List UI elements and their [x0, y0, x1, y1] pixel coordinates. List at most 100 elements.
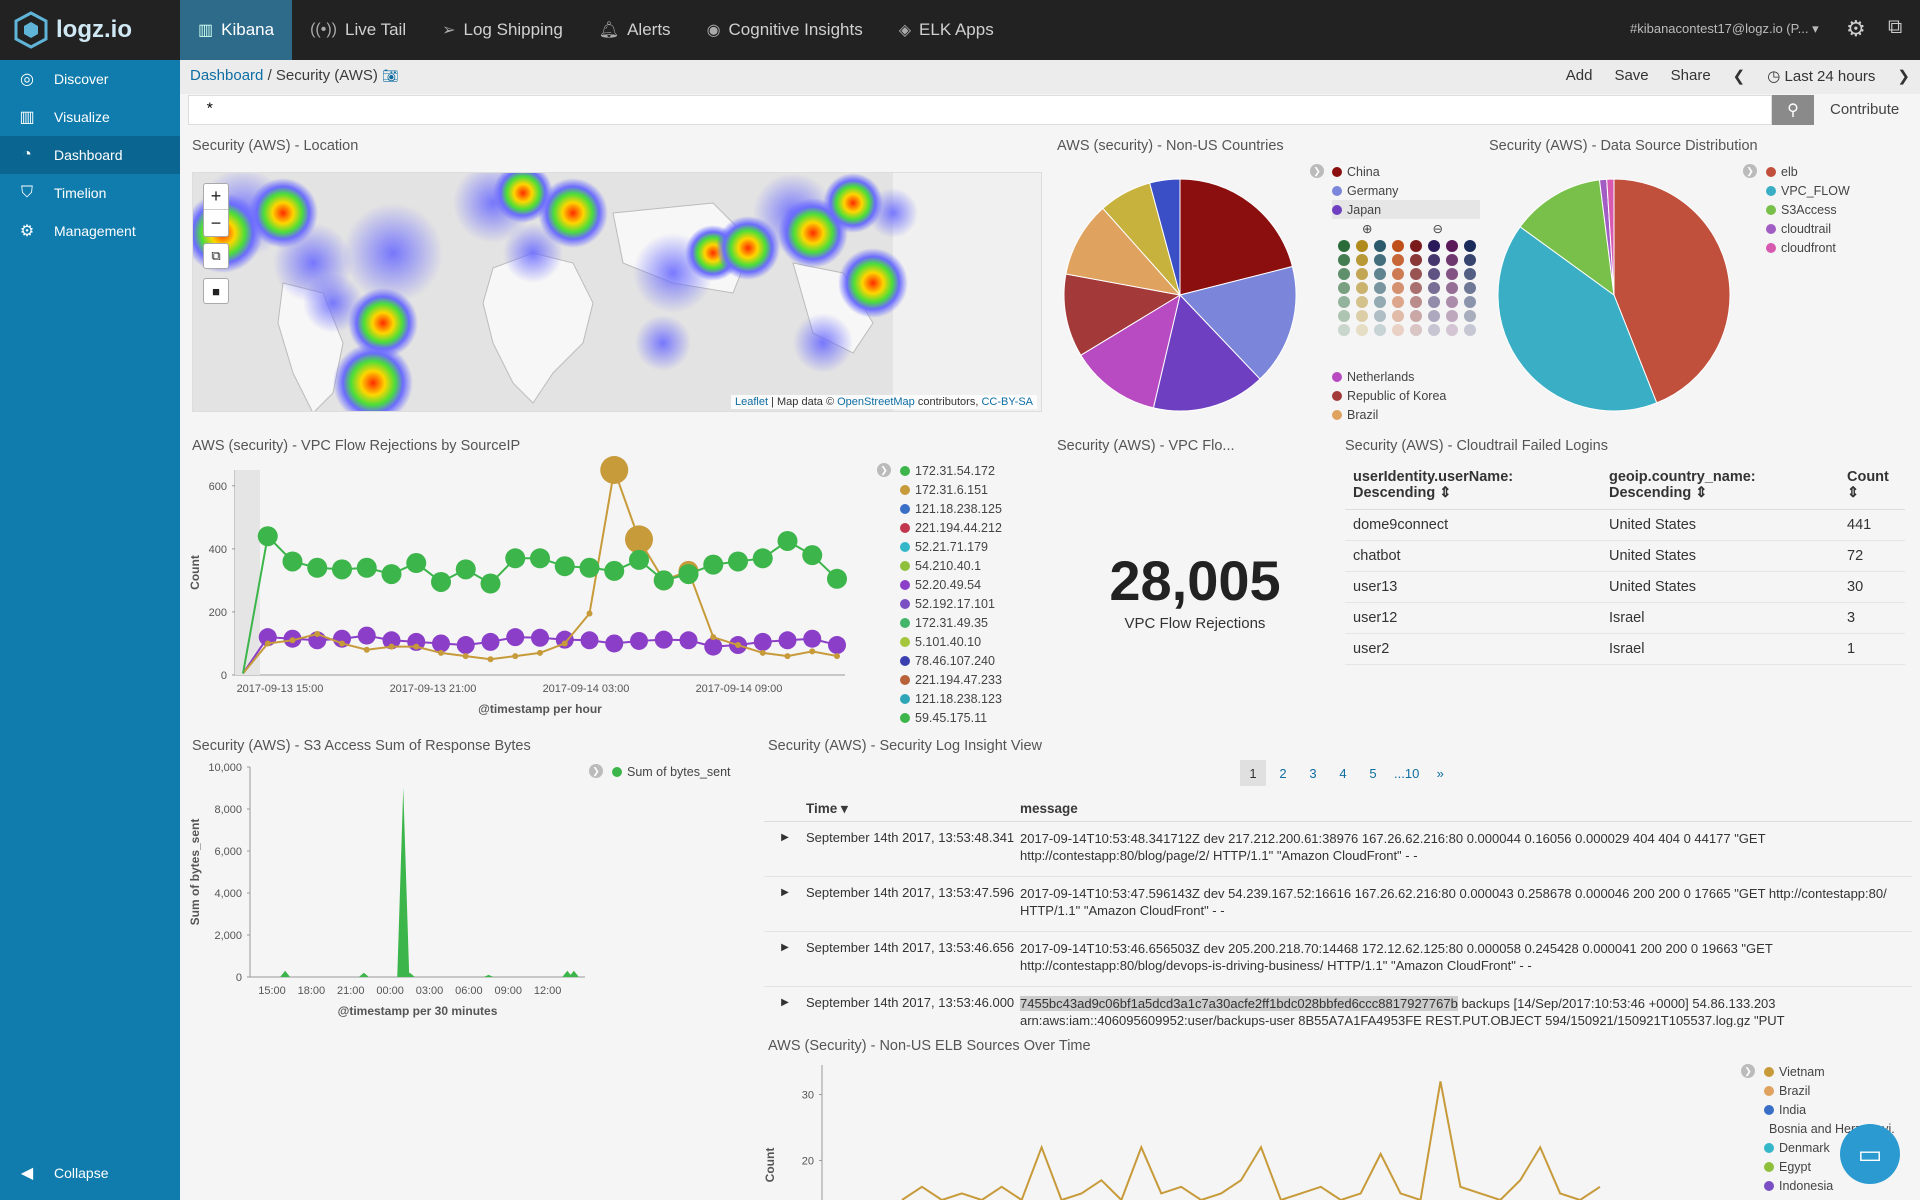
save-button[interactable]: Save [1614, 67, 1649, 84]
expand-caret-icon[interactable]: ▶ [781, 997, 789, 1008]
legend-item[interactable]: Japan [1332, 200, 1480, 219]
sidebar-collapse[interactable]: ◀ Collapse [0, 1154, 180, 1192]
legend-item[interactable]: 59.45.175.11 [900, 708, 1002, 727]
breadcrumb-dashboard-link[interactable]: Dashboard [190, 67, 264, 84]
legend-item[interactable]: 121.18.238.123 [900, 689, 1002, 708]
column-header-time[interactable]: Time ▾ [806, 801, 1020, 817]
search-button[interactable]: ⚲ [1772, 95, 1814, 125]
camera-icon[interactable]: 📷︎ [382, 68, 399, 83]
color-swatch[interactable] [1356, 310, 1368, 322]
color-swatch[interactable] [1410, 324, 1422, 336]
legend-toggle-icon[interactable]: ❯ [877, 463, 891, 477]
sidebar-item-management[interactable]: ⚙ Management [0, 212, 180, 250]
time-picker[interactable]: ◷ Last 24 hours [1767, 67, 1875, 85]
log-row[interactable]: ▶ September 14th 2017, 13:53:46.656 2017… [764, 932, 1912, 987]
log-row[interactable]: ▶ September 14th 2017, 13:53:48.341 2017… [764, 822, 1912, 877]
legend-item[interactable]: 172.31.6.151 [900, 480, 1002, 499]
color-swatch[interactable] [1338, 240, 1350, 252]
column-header-username[interactable]: userIdentity.userName: Descending ⇕ [1345, 465, 1601, 510]
legend-toggle-icon[interactable]: ❯ [1743, 164, 1757, 178]
legend-item[interactable]: 52.192.17.101 [900, 594, 1002, 613]
color-swatch[interactable] [1338, 324, 1350, 336]
color-swatch[interactable] [1428, 296, 1440, 308]
logzio-logo[interactable]: logz.io [14, 10, 179, 50]
legend-item[interactable]: 52.20.49.54 [900, 575, 1002, 594]
color-swatch[interactable] [1338, 254, 1350, 266]
page-3[interactable]: 3 [1309, 765, 1317, 781]
crop-icon[interactable]: ⧉ [203, 243, 229, 269]
color-swatch[interactable] [1464, 268, 1476, 280]
legend-item[interactable]: 172.31.49.35 [900, 613, 1002, 632]
color-swatch[interactable] [1356, 254, 1368, 266]
color-swatch[interactable] [1374, 296, 1386, 308]
color-swatch[interactable] [1446, 324, 1458, 336]
legend-toggle-icon[interactable]: ❯ [1741, 1064, 1755, 1078]
legend-item[interactable]: Germany [1332, 181, 1480, 200]
column-header-country[interactable]: geoip.country_name: Descending ⇕ [1601, 465, 1839, 510]
color-swatch[interactable] [1428, 310, 1440, 322]
expand-caret-icon[interactable]: ▶ [781, 832, 789, 843]
color-swatch[interactable] [1464, 254, 1476, 266]
zoom-out-icon[interactable]: ⊖ [1432, 222, 1443, 236]
license-link[interactable]: CC-BY-SA [981, 396, 1033, 408]
legend-item[interactable]: 121.18.238.125 [900, 499, 1002, 518]
page-4[interactable]: 4 [1339, 765, 1347, 781]
color-swatch[interactable] [1446, 254, 1458, 266]
color-swatch[interactable] [1410, 296, 1422, 308]
color-swatch[interactable] [1392, 296, 1404, 308]
legend-item[interactable]: Denmark [1764, 1138, 1894, 1157]
page-next[interactable]: » [1436, 765, 1444, 781]
nav-cognitive-insights[interactable]: ◉ Cognitive Insights [689, 0, 881, 60]
page-10[interactable]: ...10 [1394, 765, 1420, 781]
column-header-message[interactable]: message [1020, 801, 1078, 816]
add-button[interactable]: Add [1565, 67, 1593, 84]
color-swatch[interactable] [1392, 240, 1404, 252]
color-swatch[interactable] [1356, 282, 1368, 294]
legend-item[interactable]: 221.194.47.233 [900, 670, 1002, 689]
expand-caret-icon[interactable]: ▶ [781, 887, 789, 898]
color-swatch[interactable] [1446, 296, 1458, 308]
legend-item[interactable]: Vietnam [1764, 1062, 1894, 1081]
share-button[interactable]: Share [1670, 67, 1711, 84]
heatmap-map[interactable]: + − ⧉ ■ Leaflet | Map data © OpenStreetM… [192, 172, 1042, 412]
elb-line-chart[interactable]: 20 30 Count [760, 1055, 1740, 1200]
color-swatch[interactable] [1464, 296, 1476, 308]
color-swatch[interactable] [1410, 254, 1422, 266]
color-swatch[interactable] [1392, 254, 1404, 266]
leaflet-link[interactable]: Leaflet [735, 396, 769, 408]
nav-live-tail[interactable]: ((•)) Live Tail [292, 0, 424, 60]
color-swatch[interactable] [1356, 240, 1368, 252]
contribute-link[interactable]: Contribute [1830, 101, 1900, 118]
color-swatch[interactable] [1446, 268, 1458, 280]
color-swatch[interactable] [1446, 310, 1458, 322]
external-link-icon[interactable]: ⧉ [1888, 16, 1903, 38]
nav-kibana[interactable]: ▥ Kibana [180, 0, 293, 60]
color-swatch[interactable] [1410, 282, 1422, 294]
legend-item[interactable]: cloudfront [1766, 238, 1850, 257]
column-header-count[interactable]: Count ⇕ [1839, 465, 1905, 510]
zoom-in-button[interactable]: + [204, 184, 228, 210]
color-swatch[interactable] [1392, 268, 1404, 280]
legend-item[interactable]: Indonesia [1764, 1176, 1894, 1195]
color-swatch[interactable] [1392, 310, 1404, 322]
nav-alerts[interactable]: 🔔︎ Alerts [581, 0, 689, 60]
color-swatch[interactable] [1374, 268, 1386, 280]
legend-item[interactable]: 221.194.44.212 [900, 518, 1002, 537]
log-row[interactable]: ▶ September 14th 2017, 13:53:47.596 2017… [764, 877, 1912, 932]
account-dropdown[interactable]: #kibanacontest17@logz.io (P... ▾ [1630, 21, 1819, 37]
color-swatch[interactable] [1428, 268, 1440, 280]
color-swatch[interactable] [1428, 254, 1440, 266]
time-next-icon[interactable]: ❯ [1897, 68, 1910, 85]
legend-item[interactable]: 172.31.54.172 [900, 461, 1002, 480]
color-swatch[interactable] [1410, 240, 1422, 252]
color-swatch[interactable] [1464, 310, 1476, 322]
color-swatch[interactable] [1464, 240, 1476, 252]
color-swatch[interactable] [1374, 254, 1386, 266]
data-source-pie[interactable] [1494, 175, 1734, 415]
color-swatch[interactable] [1410, 310, 1422, 322]
legend-item[interactable]: Sum of bytes_sent [612, 762, 731, 781]
legend-item[interactable]: 54.210.40.1 [900, 556, 1002, 575]
color-swatch[interactable] [1374, 282, 1386, 294]
sidebar-item-dashboard[interactable]: ◔ Dashboard [0, 136, 180, 174]
legend-item[interactable]: 78.46.107.240 [900, 651, 1002, 670]
